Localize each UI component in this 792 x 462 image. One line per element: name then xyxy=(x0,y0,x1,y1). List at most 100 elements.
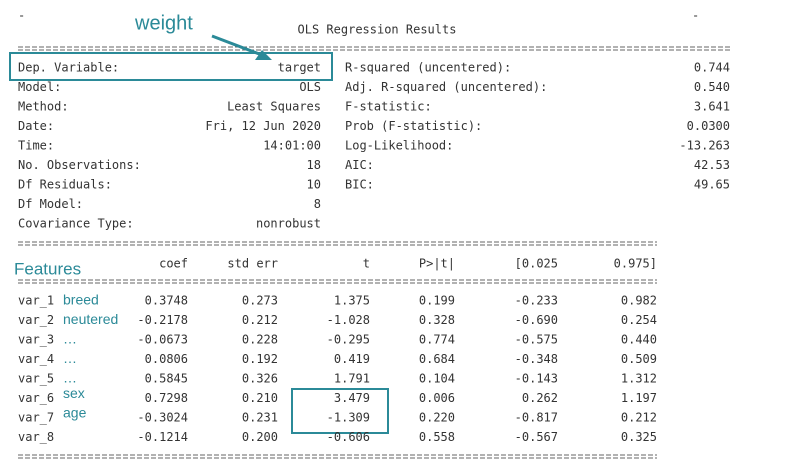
row-name: var_6 xyxy=(18,391,54,405)
features-note: Features xyxy=(14,259,81,278)
row-note: breed xyxy=(63,292,99,308)
column-header: [0.025 xyxy=(515,257,558,271)
cell: 0.220 xyxy=(419,411,455,425)
separator xyxy=(18,46,730,459)
summary-value: 0.744 xyxy=(694,61,730,75)
weight-note: weight xyxy=(134,12,193,34)
cell: 0.509 xyxy=(621,352,657,366)
summary-label: Covariance Type: xyxy=(18,217,134,231)
cell: -1.028 xyxy=(327,313,370,327)
summary-value: -13.263 xyxy=(679,139,730,153)
cell: 0.774 xyxy=(419,333,455,347)
cell: -0.0673 xyxy=(137,333,188,347)
summary-value: nonrobust xyxy=(256,217,321,231)
summary-value: Fri, 12 Jun 2020 xyxy=(205,119,321,133)
cell: 1.197 xyxy=(621,391,657,405)
cell: -0.348 xyxy=(515,352,558,366)
row-name: var_1 xyxy=(18,294,54,308)
row-note: sex xyxy=(63,385,85,401)
cell: 0.684 xyxy=(419,352,455,366)
cell: 1.375 xyxy=(334,294,370,308)
column-header: coef xyxy=(159,257,188,271)
cell: 0.212 xyxy=(242,313,278,327)
summary-label: Method: xyxy=(18,100,69,114)
cell: -0.575 xyxy=(515,333,558,347)
column-header: std err xyxy=(227,257,278,271)
highlight-box xyxy=(9,52,333,81)
cell: 0.326 xyxy=(242,372,278,386)
cell: 0.212 xyxy=(621,411,657,425)
cell: 0.5845 xyxy=(145,372,188,386)
cell: 0.210 xyxy=(242,391,278,405)
summary-value: 0.540 xyxy=(694,80,730,94)
summary-value: Least Squares xyxy=(227,100,321,114)
cell: 1.312 xyxy=(621,372,657,386)
summary-value: 49.65 xyxy=(694,178,730,192)
cell: 0.006 xyxy=(419,391,455,405)
cell: 0.328 xyxy=(419,313,455,327)
cell: 0.262 xyxy=(522,391,558,405)
summary-label: Df Residuals: xyxy=(18,178,112,192)
summary-label: Time: xyxy=(18,139,54,153)
cell: -1.309 xyxy=(327,411,370,425)
row-name: var_4 xyxy=(18,352,54,366)
cell: -0.2178 xyxy=(137,313,188,327)
cell: 0.440 xyxy=(621,333,657,347)
cell: 0.254 xyxy=(621,313,657,327)
cell: 0.273 xyxy=(242,294,278,308)
cell: 0.0806 xyxy=(145,352,188,366)
column-header: 0.975] xyxy=(614,257,657,271)
cell: 0.982 xyxy=(621,294,657,308)
cell: -0.3024 xyxy=(137,411,188,425)
row-note: neutered xyxy=(63,311,118,327)
cell: 0.192 xyxy=(242,352,278,366)
row-note: … xyxy=(63,331,77,347)
cell: 1.791 xyxy=(334,372,370,386)
summary-value: 10 xyxy=(307,178,321,192)
highlight-box xyxy=(291,388,389,434)
column-header: t xyxy=(363,257,370,271)
summary-value: 14:01:00 xyxy=(263,139,321,153)
summary-value: 3.641 xyxy=(694,100,730,114)
summary-label: AIC: xyxy=(345,158,374,172)
summary-value: 8 xyxy=(314,197,321,211)
arrow-head xyxy=(255,50,272,60)
row-note: age xyxy=(63,405,87,421)
cell: 0.199 xyxy=(419,294,455,308)
column-header: P>|t| xyxy=(419,257,455,271)
cell: -0.567 xyxy=(515,430,558,444)
row-name: var_2 xyxy=(18,313,54,327)
cell: 0.325 xyxy=(621,430,657,444)
cell: 0.7298 xyxy=(145,391,188,405)
cell: 0.104 xyxy=(419,372,455,386)
summary-label: Prob (F-statistic): xyxy=(345,119,482,133)
cell: 0.231 xyxy=(242,411,278,425)
summary-label: Df Model: xyxy=(18,197,83,211)
summary-label: Adj. R-squared (uncentered): xyxy=(345,80,547,94)
row-name: var_3 xyxy=(18,333,54,347)
summary-label: Dep. Variable: xyxy=(18,61,119,75)
summary-label: F-statistic: xyxy=(345,100,432,114)
row-name: var_5 xyxy=(18,372,54,386)
row-name: var_7 xyxy=(18,411,54,425)
summary-value: 42.53 xyxy=(694,158,730,172)
cell: 0.3748 xyxy=(145,294,188,308)
summary-label: No. Observations: xyxy=(18,158,141,172)
summary-label: Log-Likelihood: xyxy=(345,139,453,153)
cell: -0.143 xyxy=(515,372,558,386)
summary-label: BIC: xyxy=(345,178,374,192)
cell: -0.690 xyxy=(515,313,558,327)
cell: 0.228 xyxy=(242,333,278,347)
cell: 0.419 xyxy=(334,352,370,366)
cell: -0.295 xyxy=(327,333,370,347)
cell: -0.606 xyxy=(327,430,370,444)
title: OLS Regression Results xyxy=(298,23,457,37)
cell: 0.558 xyxy=(419,430,455,444)
row-note: … xyxy=(63,350,77,366)
summary-label: R-squared (uncentered): xyxy=(345,61,511,75)
left-mark: - xyxy=(18,9,25,23)
summary-value: 0.0300 xyxy=(687,119,730,133)
row-name: var_8 xyxy=(18,430,54,444)
summary-value: 18 xyxy=(307,158,321,172)
